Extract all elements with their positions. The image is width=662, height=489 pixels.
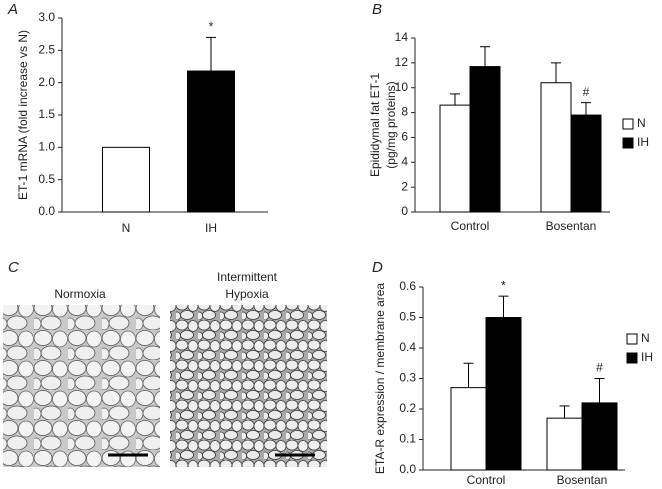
bar — [546, 417, 583, 471]
y-tick-label: 10 — [395, 80, 409, 94]
y-tick-label: 0.1 — [399, 432, 416, 446]
y-tick-label: 2 — [401, 179, 408, 193]
annotation: * — [501, 278, 506, 292]
y-tick-label: 6 — [401, 130, 408, 144]
x-tick-label: Bosentan — [546, 219, 597, 233]
bar — [469, 66, 501, 213]
bar — [450, 387, 487, 471]
legend-swatch — [622, 137, 634, 149]
y-tick-label: 0.3 — [399, 371, 416, 385]
image-label: Hypoxia — [225, 287, 269, 301]
y-tick-label: 0.0 — [399, 462, 416, 476]
y-tick-label: 1.0 — [38, 140, 55, 154]
x-tick-label: Control — [467, 473, 506, 487]
y-tick-label: 0.2 — [399, 401, 416, 415]
y-tick-label: 0.5 — [38, 172, 55, 186]
annotation: # — [583, 85, 590, 99]
y-tick-label: 0.6 — [399, 279, 416, 293]
y-axis-label: ETA-R expression / membrane area — [373, 283, 387, 475]
y-tick-label: 8 — [401, 105, 408, 119]
legend-swatch — [622, 118, 634, 130]
bar — [581, 402, 618, 471]
y-tick-label: 0.5 — [399, 310, 416, 324]
bar — [439, 104, 471, 213]
image-label: Normoxia — [54, 287, 106, 301]
panel-letter: D — [372, 259, 383, 276]
bar — [485, 317, 522, 471]
y-tick-label: 0.4 — [399, 340, 416, 354]
y-tick-label: 3.0 — [38, 10, 55, 24]
y-tick-label: 12 — [395, 55, 409, 69]
annotation: * — [209, 20, 214, 34]
image-label: Intermittent — [217, 270, 278, 284]
legend-label: N — [641, 331, 650, 345]
bar — [570, 114, 602, 213]
bar — [540, 82, 572, 213]
bar — [102, 146, 150, 213]
legend-swatch — [626, 352, 638, 364]
y-tick-label: 0.0 — [38, 204, 55, 218]
y-tick-label: 4 — [401, 154, 408, 168]
x-tick-label: Bosentan — [557, 473, 608, 487]
panel-letter: C — [8, 259, 19, 276]
y-tick-label: 1.5 — [38, 107, 55, 121]
y-axis-label: (pg/mg proteins) — [384, 81, 398, 168]
legend-swatch — [626, 333, 638, 345]
histology-image — [3, 305, 160, 467]
panel-letter: B — [372, 1, 382, 18]
x-tick-label: IH — [205, 221, 217, 235]
y-tick-label: 2.5 — [38, 43, 55, 57]
legend-label: N — [637, 116, 646, 130]
panel-letter: A — [7, 1, 18, 18]
y-tick-label: 2.0 — [38, 75, 55, 89]
histology-image — [170, 305, 327, 467]
x-tick-label: N — [122, 221, 131, 235]
y-tick-label: 14 — [395, 30, 409, 44]
y-axis-label: ET-1 mRNA (fold increase vs N) — [16, 30, 30, 200]
y-axis-label: Epididymal fat ET-1 — [368, 73, 382, 177]
x-tick-label: Control — [451, 219, 490, 233]
y-tick-label: 0 — [401, 204, 408, 218]
legend-label: IH — [637, 135, 649, 149]
annotation: # — [596, 361, 603, 375]
bar — [187, 70, 235, 213]
legend-label: IH — [641, 350, 653, 364]
